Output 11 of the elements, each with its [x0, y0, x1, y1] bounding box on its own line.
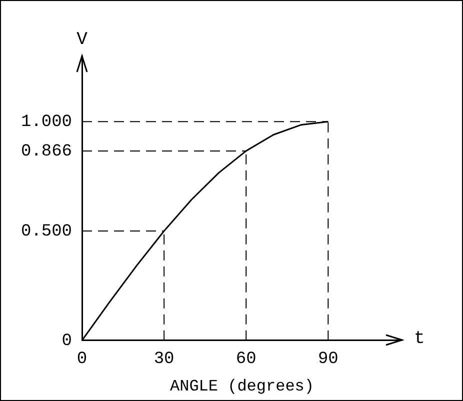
x-tick-label: 60 [236, 350, 256, 370]
y-tick-label: 1.000 [20, 113, 72, 132]
x-tick-label: 0 [76, 350, 88, 370]
text: t [414, 329, 425, 350]
x-axis-title: ANGLE (degrees) [170, 378, 314, 396]
y-axis-title: V [76, 30, 88, 50]
y-tick-label: 0 [62, 332, 72, 351]
y-tick-label: 0.866 [20, 142, 72, 162]
x-tick-label: 30 [154, 350, 174, 370]
x-tick-label: 90 [318, 350, 338, 370]
y-tick-label: 0.500 [20, 222, 72, 242]
